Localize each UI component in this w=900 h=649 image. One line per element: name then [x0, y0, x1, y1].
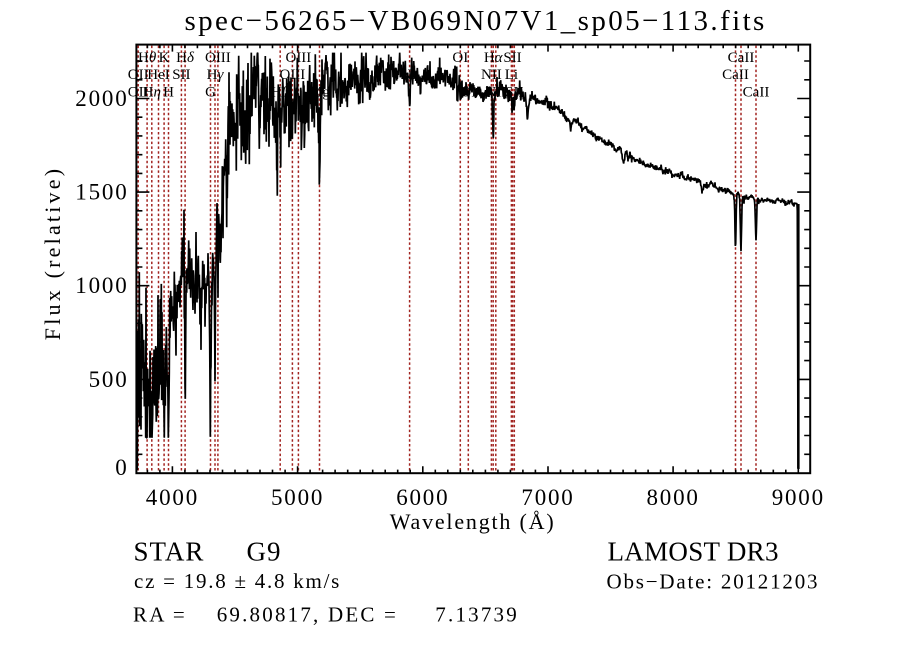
svg-text:SII: SII [172, 67, 190, 83]
svg-text:Hγ: Hγ [207, 67, 225, 83]
svg-text:K: K [159, 50, 170, 66]
svg-text:STAR: STAR [134, 537, 205, 567]
svg-text:Hη: Hη [143, 85, 161, 101]
svg-text:Wavelength (Å): Wavelength (Å) [390, 509, 556, 534]
svg-text:Obs−Date: 20121203: Obs−Date: 20121203 [607, 570, 820, 594]
svg-text:spec−56265−VB069N07V1_sp05−113: spec−56265−VB069N07V1_sp05−113.fits [184, 5, 766, 37]
svg-text:6000: 6000 [396, 485, 449, 510]
svg-text:OI: OI [452, 50, 468, 66]
svg-text:LAMOST DR3: LAMOST DR3 [608, 537, 779, 567]
svg-text:7000: 7000 [521, 485, 574, 510]
svg-text:G9: G9 [247, 537, 282, 567]
svg-text:Flux (relative): Flux (relative) [40, 166, 65, 340]
svg-text:OII: OII [128, 67, 149, 83]
svg-text:H: H [163, 85, 174, 101]
svg-text:Hβ: Hβ [271, 85, 290, 101]
svg-text:SII: SII [505, 85, 523, 101]
svg-text:Hα: Hα [484, 50, 504, 66]
svg-text:CaII: CaII [728, 50, 755, 66]
svg-text:8000: 8000 [646, 485, 699, 510]
svg-text:Hδ: Hδ [176, 50, 195, 66]
svg-text:1000: 1000 [75, 273, 128, 298]
svg-text:cz = 19.8 ± 4.8 km/s: cz = 19.8 ± 4.8 km/s [134, 569, 341, 593]
svg-text:500: 500 [89, 367, 129, 392]
svg-text:2000: 2000 [75, 86, 128, 111]
svg-text:Mg: Mg [309, 85, 330, 101]
svg-text:1500: 1500 [75, 180, 128, 205]
svg-text:CaII: CaII [743, 85, 770, 101]
svg-text:OI: OI [460, 85, 476, 101]
svg-text:HeI: HeI [147, 67, 170, 83]
svg-text:CaII: CaII [722, 67, 749, 83]
svg-text:OIII: OIII [285, 50, 311, 66]
svg-text:RA = 69.80817, DEC = 7.: RA = 69.80817, DEC = 7.13739 [133, 603, 519, 627]
svg-text:G: G [205, 85, 216, 101]
svg-text:SII: SII [503, 50, 521, 66]
svg-text:NII: NII [485, 85, 506, 101]
svg-text:9000: 9000 [772, 485, 825, 510]
svg-text:Na: Na [401, 67, 419, 83]
svg-text:Hθ: Hθ [138, 50, 157, 66]
svg-text:5000: 5000 [271, 485, 324, 510]
svg-text:0: 0 [115, 455, 128, 480]
svg-text:OIII: OIII [279, 67, 305, 83]
svg-text:OIII: OIII [205, 50, 231, 66]
svg-text:NII: NII [481, 67, 502, 83]
svg-text:Li: Li [505, 67, 518, 83]
svg-text:OII: OII [128, 85, 149, 101]
svg-text:4000: 4000 [146, 485, 199, 510]
